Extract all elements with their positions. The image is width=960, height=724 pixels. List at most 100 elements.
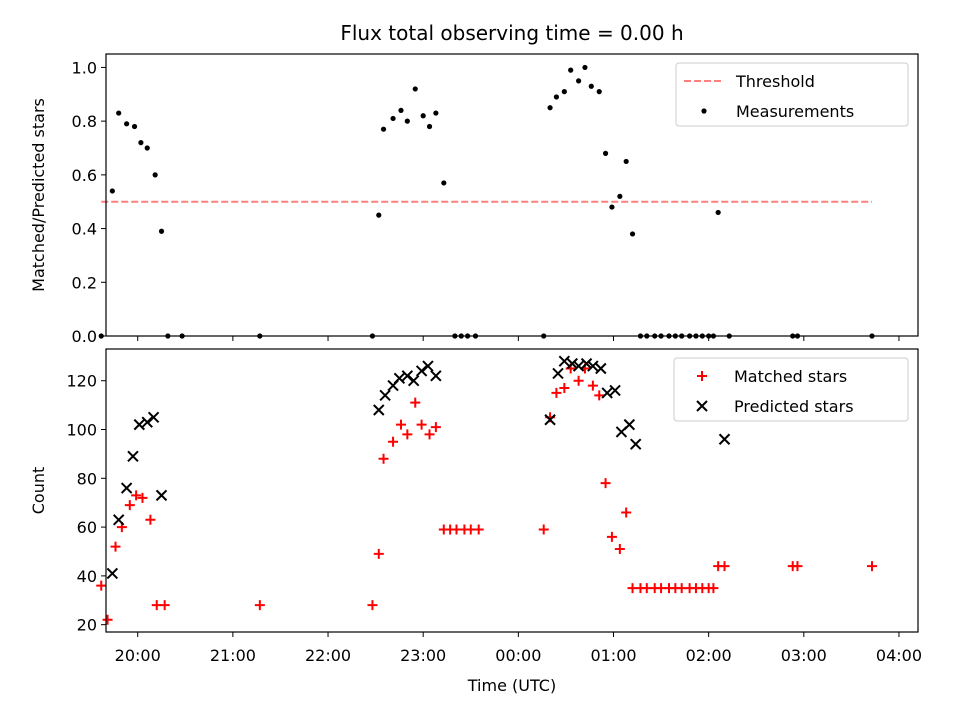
ratio-plot-frame	[105, 53, 919, 337]
count-plus-point	[573, 375, 584, 386]
count-x-point	[623, 418, 636, 431]
count-plus-point	[538, 524, 549, 535]
ratio-dot-point	[390, 115, 396, 122]
count-plus-point	[410, 397, 421, 408]
x-tick-label: 23:00	[400, 646, 446, 665]
count-plus-point	[395, 419, 406, 430]
ratio-dot-point	[609, 204, 615, 210]
ratio-dot-point	[380, 126, 387, 132]
count-panel: 20 40 60 80 100 120 20:00 21:00 22:00 23:00 00:00 0…	[29, 348, 922, 695]
count-plus-point	[402, 429, 413, 440]
count-x-point	[587, 360, 599, 372]
ratio-dot-point	[596, 89, 602, 95]
count-y-tick-label: 40	[77, 567, 97, 586]
ratio-y-tick-label: 0.8	[72, 112, 97, 131]
x-tick-label: 00:00	[495, 646, 541, 665]
count-x-point	[106, 567, 119, 580]
ratio-y-tick-label: 0.6	[72, 166, 97, 185]
ratio-dot-point	[404, 118, 410, 124]
ratio-dot-point	[124, 121, 130, 127]
count-x-point	[133, 418, 146, 431]
ratio-dot-point	[547, 105, 553, 111]
ratio-dot-point	[376, 212, 382, 218]
x-tick-label: 21:00	[210, 646, 256, 665]
count-x-point	[580, 357, 593, 370]
legend-label: Matched stars	[734, 367, 847, 386]
x-axis-label: Time (UTC)	[467, 676, 556, 695]
count-plot-frame	[105, 348, 919, 633]
ratio-dot-point	[623, 158, 629, 165]
count-y-tick-label: 20	[77, 616, 97, 635]
ratio-y-tick-label: 0.0	[72, 327, 97, 346]
count-plus-point	[367, 600, 378, 611]
ratio-y-tick-label: 1.0	[72, 58, 97, 77]
count-x-point	[609, 384, 621, 397]
legend-plus-swatch	[697, 371, 707, 381]
count-x-point	[422, 360, 434, 372]
count-x-point	[552, 367, 564, 380]
legend-label: Threshold	[735, 72, 815, 91]
count-x-point	[718, 433, 731, 445]
ratio-dot-point	[568, 67, 574, 73]
ratio-dot-point	[576, 78, 582, 84]
count-legend	[673, 357, 909, 422]
count-x-point	[120, 482, 133, 494]
count-plus-point	[388, 436, 399, 447]
count-y-axis-label: Count	[29, 467, 48, 515]
legend-label: Predicted stars	[734, 397, 854, 416]
count-x-point	[407, 375, 420, 387]
count-plus-point	[137, 492, 148, 503]
legend-label: Measurements	[736, 102, 854, 121]
ratio-dot-point	[715, 209, 721, 216]
count-plus-point	[96, 580, 107, 591]
x-tick-label: 03:00	[781, 646, 827, 665]
x-tick-label: 04:00	[876, 646, 922, 665]
count-x-point	[629, 438, 642, 450]
ratio-dot-point	[412, 86, 418, 92]
ratio-dot-point	[131, 123, 138, 130]
ratio-dot-point	[420, 113, 426, 119]
count-plus-point	[159, 600, 170, 611]
count-plus-point	[424, 429, 435, 440]
count-plus-point	[416, 419, 427, 430]
count-y-tick-label: 80	[77, 469, 97, 488]
count-plus-point	[131, 490, 142, 501]
ratio-dot-point	[398, 107, 404, 113]
count-y-tick-label: 100	[66, 421, 97, 440]
count-plus-point	[430, 422, 441, 433]
count-plus-point	[594, 390, 605, 401]
count-plus-point	[124, 500, 135, 511]
count-x-point	[147, 411, 160, 424]
x-tick-label: 20:00	[115, 646, 161, 665]
legend-dot-swatch	[701, 108, 707, 114]
ratio-dot-point	[617, 193, 623, 199]
ratio-dot-point	[109, 188, 115, 194]
count-x-point	[401, 370, 414, 382]
count-x-point	[430, 370, 442, 382]
count-y-tick-label: 60	[77, 518, 97, 537]
count-x-point	[601, 387, 613, 399]
count-plus-point	[102, 614, 113, 625]
count-x-point	[155, 489, 168, 502]
count-plus-point	[378, 453, 389, 464]
ratio-y-tick-label: 0.4	[72, 220, 97, 239]
count-plus-point	[867, 561, 878, 572]
count-x-point	[393, 372, 406, 384]
x-tick-label: 02:00	[686, 646, 732, 665]
ratio-dot-point	[116, 110, 122, 116]
ratio-dot-point	[433, 110, 439, 116]
x-tick-label: 01:00	[590, 646, 636, 665]
ratio-dot-point	[629, 231, 636, 237]
count-plus-point	[606, 531, 617, 542]
count-plus-point	[110, 541, 121, 552]
x-tick-label: 22:00	[305, 646, 351, 665]
chart-title: Flux total observing time = 0.00 h	[340, 21, 683, 45]
count-x-point	[572, 360, 585, 372]
count-y-tick-label: 120	[66, 372, 97, 391]
ratio-y-tick-label: 0.2	[72, 273, 97, 292]
count-plus-point	[254, 600, 265, 611]
count-plus-point	[600, 478, 611, 489]
count-plus-point	[145, 514, 156, 525]
count-x-point	[566, 357, 578, 370]
count-plus-point	[373, 548, 384, 559]
